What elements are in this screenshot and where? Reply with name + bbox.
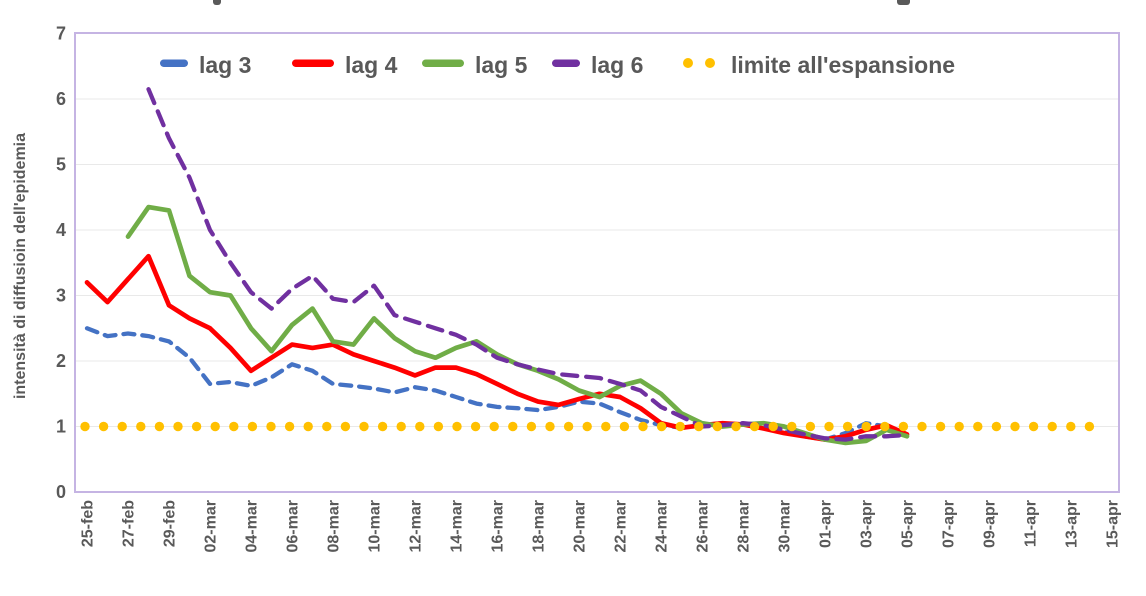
y-axis-title: intensità di diffusioin dell'epidemia bbox=[12, 132, 29, 400]
limit-dot bbox=[508, 421, 518, 432]
y-tick-label-0: 0 bbox=[56, 482, 66, 502]
x-tick-label-02-mar: 02-mar bbox=[203, 500, 220, 552]
limit-dot bbox=[415, 421, 425, 432]
limit-dot bbox=[136, 421, 146, 432]
limit-dot bbox=[303, 421, 313, 432]
limit-dot bbox=[1066, 421, 1076, 432]
limit-dot bbox=[880, 421, 890, 432]
x-tick-label-11-apr: 11-apr bbox=[1023, 500, 1040, 547]
limit-dot bbox=[805, 421, 816, 432]
x-tick-label-05-apr: 05-apr bbox=[900, 500, 917, 548]
x-tick-label-26-mar: 26-mar bbox=[695, 500, 712, 552]
limit-dot bbox=[470, 421, 481, 432]
limit-dot bbox=[191, 421, 202, 432]
x-tick-label-27-feb: 27-feb bbox=[121, 500, 138, 547]
limit-dot bbox=[935, 421, 946, 432]
limit-dot bbox=[98, 421, 109, 432]
limit-dot bbox=[210, 421, 220, 432]
y-tick-label-6: 6 bbox=[56, 89, 66, 109]
x-tick-label-24-mar: 24-mar bbox=[654, 500, 671, 552]
limit-dot bbox=[1047, 421, 1057, 432]
limit-dot bbox=[526, 421, 537, 432]
limit-dot bbox=[787, 421, 797, 432]
limit-dot bbox=[991, 421, 1002, 432]
x-tick-label-04-mar: 04-mar bbox=[244, 500, 261, 552]
limit-dot bbox=[694, 421, 704, 432]
x-tick-label-22-mar: 22-mar bbox=[613, 500, 630, 552]
limit-dot bbox=[117, 421, 127, 432]
x-tick-label-07-apr: 07-apr bbox=[941, 500, 958, 548]
x-tick-label-01-apr: 01-apr bbox=[818, 500, 835, 548]
limit-dot bbox=[80, 421, 90, 432]
limit-dot bbox=[1084, 421, 1095, 432]
y-tick-label-5: 5 bbox=[56, 155, 66, 175]
limit-dot bbox=[452, 421, 462, 432]
x-tick-label-15-apr: 15-apr bbox=[1105, 500, 1122, 548]
limit-dot bbox=[619, 421, 630, 432]
limit-dot bbox=[1010, 421, 1020, 432]
limit-dot bbox=[377, 421, 388, 432]
limit-dot bbox=[638, 421, 648, 432]
limit-dot bbox=[396, 421, 406, 432]
x-tick-label-10-mar: 10-mar bbox=[367, 500, 384, 552]
y-tick-label-2: 2 bbox=[56, 351, 66, 371]
title-remnant-left bbox=[213, 0, 221, 5]
limit-dot bbox=[489, 421, 499, 432]
limit-dot bbox=[545, 421, 555, 432]
x-tick-label-29-feb: 29-feb bbox=[162, 500, 179, 547]
limit-dot bbox=[563, 421, 574, 432]
limit-dot bbox=[898, 421, 909, 432]
limit-dot bbox=[973, 421, 983, 432]
limit-dot bbox=[861, 421, 871, 432]
limit-dot bbox=[322, 421, 332, 432]
y-tick-label-7: 7 bbox=[56, 24, 66, 44]
x-tick-label-08-mar: 08-mar bbox=[326, 500, 343, 552]
series-line-lag-6 bbox=[146, 87, 910, 442]
x-tick-label-12-mar: 12-mar bbox=[408, 500, 425, 552]
limit-dot bbox=[768, 421, 778, 432]
limit-dot bbox=[749, 421, 760, 432]
limit-dot bbox=[433, 421, 444, 432]
limit-dot bbox=[284, 421, 295, 432]
limit-dot bbox=[340, 421, 351, 432]
limit-dot bbox=[712, 421, 723, 432]
title-remnant-right bbox=[897, 0, 910, 5]
x-tick-label-25-feb: 25-feb bbox=[80, 500, 97, 547]
x-tick-label-09-apr: 09-apr bbox=[982, 500, 999, 548]
limit-dot bbox=[1028, 421, 1039, 432]
limit-dot bbox=[842, 421, 853, 432]
limit-dot bbox=[582, 421, 592, 432]
x-tick-label-03-apr: 03-apr bbox=[859, 500, 876, 548]
y-tick-label-1: 1 bbox=[56, 417, 66, 437]
limit-dot bbox=[731, 421, 741, 432]
x-tick-label-13-apr: 13-apr bbox=[1064, 500, 1081, 548]
limit-dot bbox=[266, 421, 276, 432]
limit-dot bbox=[173, 421, 183, 432]
limit-dot bbox=[824, 421, 834, 432]
x-tick-label-06-mar: 06-mar bbox=[285, 500, 302, 552]
x-tick-label-30-mar: 30-mar bbox=[777, 500, 794, 552]
limit-dot bbox=[656, 421, 667, 432]
y-tick-label-4: 4 bbox=[56, 220, 66, 240]
limit-dot bbox=[229, 421, 239, 432]
series-line-lag-4 bbox=[84, 253, 910, 442]
limit-dot bbox=[675, 421, 685, 432]
limit-dot bbox=[954, 421, 964, 432]
plot-border bbox=[74, 32, 1120, 493]
limit-dot bbox=[359, 421, 369, 432]
x-tick-label-18-mar: 18-mar bbox=[531, 500, 548, 552]
y-tick-label-3: 3 bbox=[56, 286, 66, 306]
x-tick-label-20-mar: 20-mar bbox=[572, 500, 589, 552]
x-tick-label-28-mar: 28-mar bbox=[736, 500, 753, 552]
x-tick-label-14-mar: 14-mar bbox=[449, 500, 466, 552]
limit-dot bbox=[247, 421, 258, 432]
limit-dot bbox=[154, 421, 165, 432]
limit-dot bbox=[601, 421, 611, 432]
x-tick-label-16-mar: 16-mar bbox=[490, 500, 507, 552]
limit-dot bbox=[917, 421, 927, 432]
